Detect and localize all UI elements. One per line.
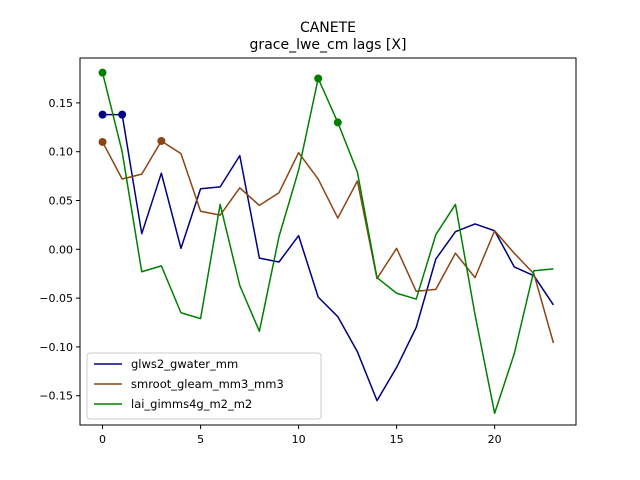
series-marker-smroot_gleam_mm3_mm3 — [157, 136, 166, 145]
plot-area — [98, 68, 555, 415]
series-marker-lai_gimms4g_m2_m2 — [333, 118, 342, 127]
y-tick-label: 0.00 — [49, 243, 74, 256]
chart-title: CANETE — [300, 20, 356, 36]
x-tick-label: 20 — [488, 433, 502, 446]
series-line-smroot_gleam_mm3_mm3 — [101, 140, 555, 344]
legend-label: lai_gimms4g_m2_m2 — [131, 397, 252, 411]
series-line-glws2_gwater_mm — [102, 113, 555, 402]
y-tick-label: 0.10 — [49, 146, 74, 159]
series-marker-glws2_gwater_mm — [98, 110, 107, 119]
plot-frame — [79, 57, 577, 426]
x-tick-label: 0 — [99, 433, 106, 446]
chart-subtitle: grace_lwe_cm lags [X] — [250, 37, 407, 53]
y-tick-label: 0.05 — [49, 195, 74, 208]
x-tick-label: 10 — [292, 433, 306, 446]
x-tick-label: 15 — [390, 433, 404, 446]
x-axis: 0 5 10 15 20 — [99, 425, 502, 446]
legend: glws2_gwater_mm smroot_gleam_mm3_mm3 lai_g… — [86, 352, 322, 420]
legend-label: glws2_gwater_mm — [131, 357, 238, 371]
series-marker-lai_gimms4g_m2_m2 — [98, 68, 107, 77]
legend-label: smroot_gleam_mm3_mm3 — [131, 377, 284, 391]
series-line-lai_gimms4g_m2_m2 — [101, 72, 554, 415]
legend-box — [86, 352, 322, 420]
y-tick-label: −0.05 — [39, 292, 73, 305]
series-marker-smroot_gleam_mm3_mm3 — [98, 137, 107, 146]
y-tick-label: −0.15 — [39, 390, 73, 403]
y-axis: −0.15 −0.10 −0.05 0.00 0.05 0.10 0.15 — [39, 97, 80, 403]
series-marker-glws2_gwater_mm — [118, 110, 127, 119]
y-tick-label: 0.15 — [49, 97, 74, 110]
y-tick-label: −0.10 — [39, 341, 73, 354]
x-tick-label: 5 — [197, 433, 204, 446]
series-marker-lai_gimms4g_m2_m2 — [314, 74, 323, 83]
